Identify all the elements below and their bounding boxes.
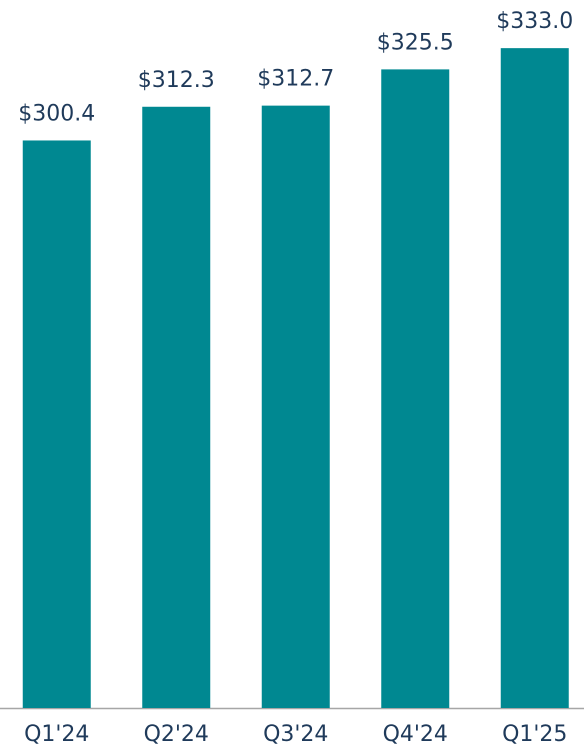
value-label: $312.7 [257,67,334,92]
bar [500,48,569,709]
x-tick-label: Q1'24 [24,722,89,747]
x-tick-label: Q2'24 [144,722,209,747]
value-label: $300.4 [18,101,95,126]
x-tick-label: Q1'25 [502,722,567,747]
value-label: $312.3 [138,68,215,93]
bar [22,140,91,709]
bar [142,106,211,708]
value-label: $333.0 [496,9,573,34]
x-tick-label: Q3'24 [263,722,328,747]
bar [381,69,450,708]
x-tick-label: Q4'24 [383,722,448,747]
bar [261,105,330,708]
value-label: $325.5 [377,30,454,55]
